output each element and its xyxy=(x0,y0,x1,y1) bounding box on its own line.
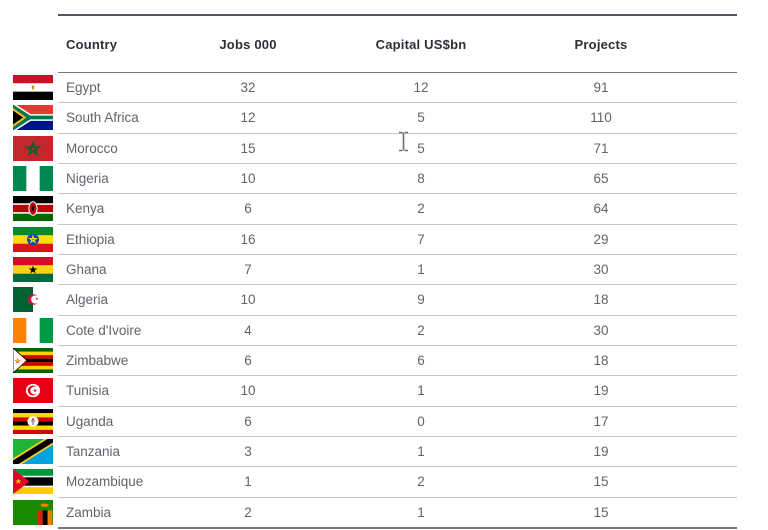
table-row: Zimbabwe 6 6 18 xyxy=(13,346,737,377)
table-row: Tunisia 10 1 19 xyxy=(13,376,737,407)
country-cell: Zambia xyxy=(66,504,112,520)
country-cell: Uganda xyxy=(66,413,114,429)
capital-cell: 2 xyxy=(417,201,425,217)
projects-cell: 64 xyxy=(593,201,609,217)
capital-cell: 5 xyxy=(417,140,425,156)
country-cell: Morocco xyxy=(66,140,118,156)
table-header-row: Country Jobs 000 Capital US$bn Projects xyxy=(58,14,737,73)
country-cell: Kenya xyxy=(66,201,105,217)
jobs-cell: 32 xyxy=(240,80,256,96)
egypt-flag-icon xyxy=(13,75,53,100)
capital-cell: 5 xyxy=(417,110,425,126)
table-body: Egypt 32 12 91 South Africa 12 5 110 Morocco 15 5 7… xyxy=(13,73,737,529)
nigeria-flag-icon xyxy=(13,165,53,191)
column-header-jobs: Jobs 000 xyxy=(219,36,277,52)
projects-cell: 29 xyxy=(593,231,609,247)
country-cell: Zimbabwe xyxy=(66,353,129,369)
column-header-capital: Capital US$bn xyxy=(375,36,467,52)
table-row: Mozambique 1 2 15 xyxy=(13,467,737,498)
uganda-flag-icon xyxy=(13,408,53,434)
tanzania-flag-icon xyxy=(13,438,53,464)
capital-cell: 2 xyxy=(417,322,425,338)
projects-cell: 30 xyxy=(593,262,609,278)
tunisia-flag-icon xyxy=(13,378,53,404)
south-africa-flag-icon xyxy=(13,105,53,131)
country-cell: Ghana xyxy=(66,262,107,278)
projects-cell: 15 xyxy=(593,504,609,520)
jobs-cell: 15 xyxy=(240,140,256,156)
mozambique-flag-icon xyxy=(13,469,53,495)
algeria-flag-icon xyxy=(13,287,53,313)
zambia-flag-icon xyxy=(13,499,53,525)
morocco-flag-icon xyxy=(13,135,53,161)
cote-divoire-flag-icon xyxy=(13,317,53,343)
country-cell: South Africa xyxy=(66,110,139,126)
table-row: Algeria 10 9 18 xyxy=(13,285,737,316)
projects-cell: 65 xyxy=(593,171,609,187)
country-projects-table: Country Jobs 000 Capital US$bn Projects … xyxy=(13,14,737,529)
column-header-projects: Projects xyxy=(574,36,628,52)
country-cell: Cote d'Ivoire xyxy=(66,322,142,338)
country-cell: Nigeria xyxy=(66,171,109,187)
table-row: Zambia 2 1 15 xyxy=(13,498,737,529)
projects-cell: 30 xyxy=(593,322,609,338)
country-cell: Tunisia xyxy=(66,383,110,399)
column-header-country: Country xyxy=(66,36,118,52)
jobs-cell: 10 xyxy=(240,383,256,399)
table-row: Tanzania 3 1 19 xyxy=(13,437,737,468)
table-row: Morocco 15 5 71 xyxy=(13,134,737,164)
table-row: Nigeria 10 8 65 xyxy=(13,164,737,195)
jobs-cell: 2 xyxy=(244,504,252,520)
capital-cell: 7 xyxy=(417,231,425,247)
projects-cell: 18 xyxy=(593,353,609,369)
jobs-cell: 1 xyxy=(244,474,252,490)
country-cell: Egypt xyxy=(66,80,101,96)
projects-cell: 19 xyxy=(593,444,609,460)
jobs-cell: 6 xyxy=(244,353,252,369)
table-row: Cote d'Ivoire 4 2 30 xyxy=(13,316,737,346)
projects-cell: 110 xyxy=(590,110,612,126)
jobs-cell: 16 xyxy=(240,231,256,247)
jobs-cell: 7 xyxy=(244,262,252,278)
country-cell: Mozambique xyxy=(66,474,144,490)
projects-cell: 19 xyxy=(593,383,609,399)
kenya-flag-icon xyxy=(13,196,53,222)
jobs-cell: 10 xyxy=(240,171,256,187)
capital-cell: 6 xyxy=(417,353,425,369)
capital-cell: 8 xyxy=(417,171,425,187)
projects-cell: 17 xyxy=(593,413,609,429)
table-row: Kenya 6 2 64 xyxy=(13,194,737,225)
table-row: South Africa 12 5 110 xyxy=(13,103,737,134)
jobs-cell: 10 xyxy=(240,292,256,308)
capital-cell: 1 xyxy=(417,262,425,278)
projects-cell: 18 xyxy=(593,292,609,308)
capital-cell: 0 xyxy=(417,413,425,429)
capital-cell: 1 xyxy=(417,444,425,460)
table-row: Egypt 32 12 91 xyxy=(13,73,737,104)
jobs-cell: 3 xyxy=(244,444,252,460)
jobs-cell: 6 xyxy=(244,413,252,429)
jobs-cell: 4 xyxy=(244,322,252,338)
projects-cell: 91 xyxy=(593,80,609,96)
projects-cell: 15 xyxy=(593,474,609,490)
zimbabwe-flag-icon xyxy=(13,347,53,373)
capital-cell: 1 xyxy=(417,383,425,399)
capital-cell: 2 xyxy=(417,474,425,490)
table-row: Uganda 6 0 17 xyxy=(13,407,737,437)
jobs-cell: 12 xyxy=(240,110,256,126)
capital-cell: 9 xyxy=(417,292,425,308)
country-cell: Algeria xyxy=(66,292,109,308)
ghana-flag-icon xyxy=(13,256,53,282)
ethiopia-flag-icon xyxy=(13,226,53,252)
capital-cell: 12 xyxy=(413,80,429,96)
country-cell: Tanzania xyxy=(66,444,121,460)
jobs-cell: 6 xyxy=(244,201,252,217)
capital-cell: 1 xyxy=(417,504,425,520)
country-cell: Ethiopia xyxy=(66,231,115,247)
table-row: Ghana 7 1 30 xyxy=(13,255,737,286)
projects-cell: 71 xyxy=(593,140,609,156)
table-row: Ethiopia 16 7 29 xyxy=(13,225,737,255)
